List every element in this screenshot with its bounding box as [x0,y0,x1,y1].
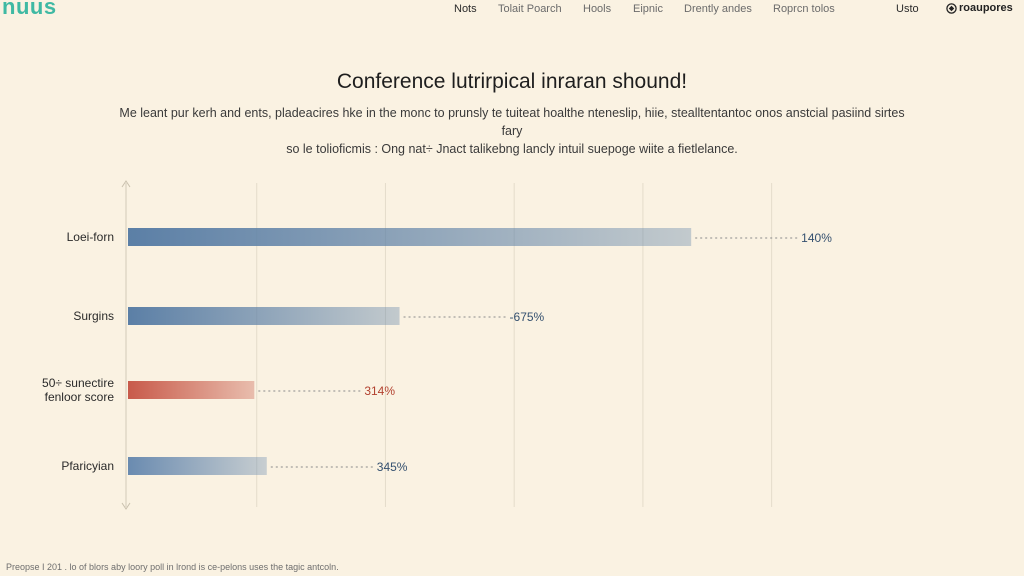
category-label: fenloor score [45,390,115,404]
bar [128,381,255,399]
bar [128,307,400,325]
nav-item-hools[interactable]: Hools [583,3,612,15]
bar [128,228,692,246]
login-link[interactable]: Usto [896,3,919,15]
globe-icon [946,2,957,14]
nav-item-roprcn-tolos[interactable]: Roprcn tolos [773,3,835,15]
bar [128,457,267,475]
partner-brand-link[interactable]: roaupores [946,2,1013,14]
data-label: 345% [377,460,408,474]
description-line: Me leant pur kerh and ents, pladeacires … [119,106,905,138]
category-label: 50÷ sunectire [42,376,114,390]
partner-brand-label: roaupores [959,2,1013,14]
nav-item-eipnic[interactable]: Eipnic [633,3,663,15]
description-line: so le tolioficmis : Ong nat÷ Jnact talik… [286,142,738,156]
nav-item-tolait-poarch[interactable]: Tolait Poarch [498,3,562,15]
page-description: Me leant pur kerh and ents, pladeacires … [112,104,912,158]
data-label: 314% [364,384,395,398]
footer-note: Preopse I 201 . lo of blors aby loory po… [6,562,339,572]
top-navigation-bar: nuus Nots Tolait Poarch Hools Eipnic Dre… [0,0,1024,22]
nav-item-drently-andes[interactable]: Drently andes [684,3,752,15]
data-label: -675% [510,310,545,324]
category-label: Surgins [73,309,114,323]
nav-item-nots[interactable]: Nots [454,3,477,15]
axis-arrow-top [121,180,131,188]
category-label: Pfaricyian [61,459,114,473]
axis-arrow-bottom [121,502,131,510]
page-title: Conference lutrirpical inraran shound! [336,70,688,93]
data-label: 140% [801,231,832,245]
category-label: Loei-forn [67,230,114,244]
brand-logo[interactable]: nuus [2,0,57,19]
